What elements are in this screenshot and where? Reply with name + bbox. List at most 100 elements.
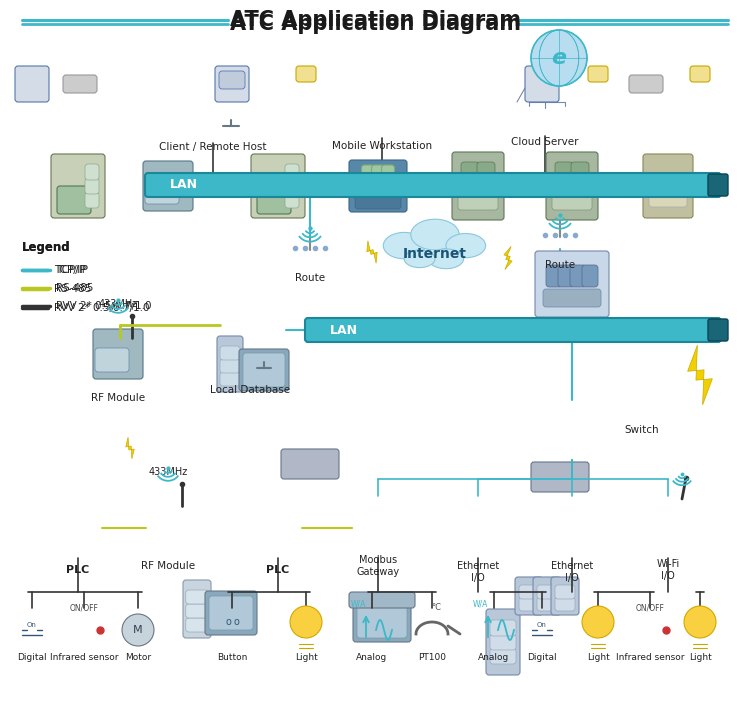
FancyBboxPatch shape	[357, 606, 407, 638]
Text: M: M	[134, 625, 142, 635]
FancyBboxPatch shape	[15, 66, 49, 102]
Text: RVV 2* 0.5/0.7/1.0: RVV 2* 0.5/0.7/1.0	[54, 303, 149, 313]
Text: ON/OFF: ON/OFF	[635, 603, 664, 613]
FancyBboxPatch shape	[93, 329, 143, 379]
FancyBboxPatch shape	[296, 66, 316, 82]
Text: PT100: PT100	[418, 653, 446, 663]
FancyBboxPatch shape	[85, 178, 99, 194]
Text: RVV 2* 0.5/0.7/1.0: RVV 2* 0.5/0.7/1.0	[56, 301, 152, 311]
Ellipse shape	[446, 233, 485, 258]
Ellipse shape	[404, 250, 435, 268]
Text: ATC Application Diagram: ATC Application Diagram	[230, 10, 520, 30]
Text: Analog: Analog	[356, 653, 388, 663]
Text: 433MHz: 433MHz	[148, 467, 188, 477]
FancyBboxPatch shape	[257, 186, 291, 214]
Circle shape	[290, 606, 322, 638]
Text: Legend: Legend	[22, 241, 70, 254]
Circle shape	[531, 30, 587, 86]
Text: Wi-Fi
I/O: Wi-Fi I/O	[656, 559, 680, 580]
FancyBboxPatch shape	[558, 265, 574, 287]
Text: RS-485: RS-485	[54, 284, 92, 294]
FancyBboxPatch shape	[490, 634, 516, 650]
FancyBboxPatch shape	[239, 349, 289, 391]
Text: Local Database: Local Database	[210, 385, 290, 395]
Polygon shape	[504, 246, 512, 270]
Text: Switch: Switch	[624, 425, 658, 435]
FancyBboxPatch shape	[219, 71, 245, 89]
FancyBboxPatch shape	[285, 178, 299, 194]
FancyBboxPatch shape	[217, 336, 243, 392]
Text: RF Module: RF Module	[141, 561, 195, 571]
Polygon shape	[367, 241, 377, 263]
FancyBboxPatch shape	[355, 179, 401, 209]
FancyBboxPatch shape	[145, 180, 179, 204]
FancyBboxPatch shape	[285, 164, 299, 180]
FancyBboxPatch shape	[186, 590, 209, 604]
Polygon shape	[126, 437, 134, 459]
FancyBboxPatch shape	[519, 585, 539, 599]
Text: Internet: Internet	[403, 247, 467, 261]
FancyBboxPatch shape	[490, 648, 516, 664]
Text: Route: Route	[295, 273, 325, 283]
Circle shape	[684, 606, 716, 638]
FancyBboxPatch shape	[551, 577, 579, 615]
FancyBboxPatch shape	[220, 359, 240, 373]
Text: PLC: PLC	[66, 565, 90, 575]
Ellipse shape	[411, 219, 459, 250]
Text: °C: °C	[431, 603, 441, 613]
Text: ON/OFF: ON/OFF	[70, 603, 98, 613]
Text: RS-485: RS-485	[56, 283, 93, 293]
Text: RF Module: RF Module	[91, 393, 145, 403]
FancyBboxPatch shape	[533, 577, 561, 615]
FancyBboxPatch shape	[305, 318, 721, 342]
FancyBboxPatch shape	[708, 174, 728, 196]
FancyBboxPatch shape	[382, 165, 394, 183]
Text: On: On	[27, 622, 37, 628]
FancyBboxPatch shape	[215, 66, 249, 102]
Text: On: On	[537, 622, 547, 628]
FancyBboxPatch shape	[555, 585, 575, 599]
FancyBboxPatch shape	[571, 162, 589, 182]
Text: Ethernet
I/O: Ethernet I/O	[457, 561, 500, 583]
Text: e: e	[551, 48, 566, 68]
Text: 433MHz: 433MHz	[98, 299, 138, 309]
FancyBboxPatch shape	[183, 580, 211, 638]
FancyBboxPatch shape	[535, 251, 609, 317]
FancyBboxPatch shape	[186, 604, 209, 618]
FancyBboxPatch shape	[546, 152, 598, 220]
Text: o: o	[225, 617, 231, 627]
Ellipse shape	[428, 249, 464, 268]
Text: LAN: LAN	[170, 178, 198, 191]
FancyBboxPatch shape	[546, 265, 562, 287]
FancyBboxPatch shape	[582, 265, 598, 287]
FancyBboxPatch shape	[220, 372, 240, 386]
Text: TCP/IP: TCP/IP	[56, 265, 88, 275]
FancyBboxPatch shape	[555, 597, 575, 611]
FancyBboxPatch shape	[220, 346, 240, 360]
Text: Mobile Workstation: Mobile Workstation	[332, 141, 432, 151]
Text: Legend: Legend	[22, 241, 70, 254]
FancyBboxPatch shape	[461, 162, 479, 182]
FancyBboxPatch shape	[85, 192, 99, 208]
FancyBboxPatch shape	[143, 161, 193, 211]
FancyBboxPatch shape	[537, 597, 557, 611]
FancyBboxPatch shape	[537, 585, 557, 599]
Circle shape	[122, 614, 154, 646]
Text: Route: Route	[545, 260, 575, 270]
Text: Cloud Server: Cloud Server	[512, 137, 579, 147]
FancyBboxPatch shape	[629, 75, 663, 93]
FancyBboxPatch shape	[452, 152, 504, 220]
FancyBboxPatch shape	[531, 462, 589, 492]
FancyBboxPatch shape	[371, 165, 385, 183]
Text: Light: Light	[688, 653, 711, 663]
FancyBboxPatch shape	[251, 154, 305, 218]
Text: W/A: W/A	[350, 600, 366, 608]
FancyBboxPatch shape	[486, 609, 520, 675]
FancyBboxPatch shape	[649, 185, 687, 207]
Text: Ethernet
I/O: Ethernet I/O	[550, 561, 593, 583]
FancyBboxPatch shape	[543, 289, 601, 307]
FancyBboxPatch shape	[490, 620, 516, 636]
FancyBboxPatch shape	[186, 618, 209, 632]
FancyBboxPatch shape	[57, 186, 91, 214]
FancyBboxPatch shape	[519, 597, 539, 611]
